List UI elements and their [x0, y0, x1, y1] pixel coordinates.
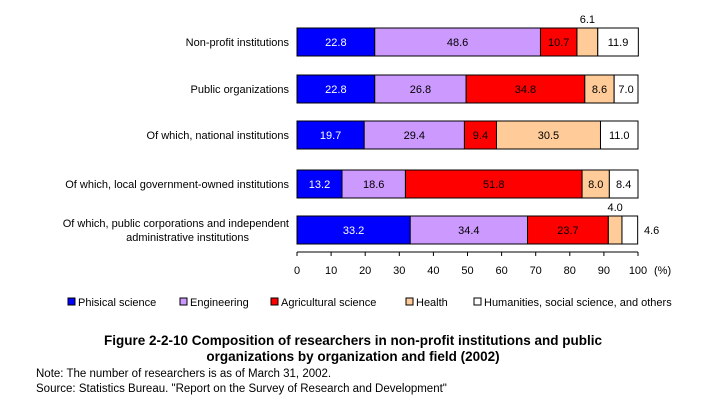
legend-swatch	[270, 297, 279, 306]
bar-segment	[341, 169, 406, 199]
x-tick-label: 70	[530, 265, 542, 277]
bar-segment	[463, 120, 497, 150]
bar-segment	[296, 169, 343, 199]
category-label: Of which, national institutions	[147, 130, 290, 142]
legend-label: Health	[416, 297, 448, 309]
x-axis-unit: (%)	[654, 265, 671, 277]
data-label: 18.6	[363, 179, 384, 191]
data-label: 8.6	[592, 84, 607, 96]
data-label: 48.6	[447, 37, 468, 49]
legend-swatch	[405, 297, 414, 306]
x-tick-label: 100	[629, 265, 647, 277]
data-label: 29.4	[404, 130, 425, 142]
data-label: 4.6	[644, 225, 659, 237]
legend-swatch	[67, 297, 76, 306]
legend-label: Humanities, social science, and others	[484, 297, 672, 309]
x-tick-label: 20	[359, 265, 371, 277]
x-tick-label: 90	[598, 265, 610, 277]
data-label: 22.8	[325, 37, 346, 49]
figure-note: Note: The number of researchers is as of…	[36, 368, 332, 380]
legend-label: Agricultural science	[281, 297, 376, 309]
data-label: 33.2	[343, 225, 364, 237]
data-label: 19.7	[320, 130, 341, 142]
category-label: Of which, local government-owned institu…	[65, 179, 289, 191]
x-tick-label: 60	[495, 265, 507, 277]
x-tick-label: 50	[461, 265, 473, 277]
bar-segment	[527, 215, 609, 245]
bar-segment	[296, 27, 376, 57]
bar-segment	[374, 74, 467, 104]
category-label: Of which, public corporations and indepe…	[63, 218, 289, 244]
bar-segment	[296, 215, 411, 245]
bar-segment	[296, 120, 365, 150]
data-label: 9.4	[473, 130, 488, 142]
bar-segment	[608, 169, 639, 199]
data-label: 7.0	[618, 84, 633, 96]
bar-segment	[584, 74, 615, 104]
data-label: 4.0	[608, 202, 623, 214]
data-label: 8.0	[588, 179, 603, 191]
x-tick-label: 10	[325, 265, 337, 277]
bar-segment	[576, 27, 599, 57]
bar-segment	[296, 74, 376, 104]
data-label: 30.5	[538, 130, 559, 142]
bar-segment	[404, 169, 583, 199]
data-label: 34.4	[458, 225, 479, 237]
bar-segment	[374, 27, 541, 57]
bar-segment	[599, 120, 639, 150]
x-tick-label: 30	[393, 265, 405, 277]
figure-source: Source: Statistics Bureau. "Report on th…	[36, 383, 447, 395]
data-label: 13.2	[309, 179, 330, 191]
data-label: 8.4	[616, 179, 631, 191]
x-tick-label: 40	[427, 265, 439, 277]
bar-segment	[597, 27, 639, 57]
data-label: 51.8	[483, 179, 504, 191]
category-label: Public organizations	[191, 84, 290, 96]
legend-swatch	[473, 297, 482, 306]
bar-segment	[607, 215, 623, 245]
data-label: 11.9	[608, 37, 629, 49]
data-label: 22.8	[325, 84, 346, 96]
data-label: 23.7	[557, 225, 578, 237]
legend-label: Phisical science	[78, 297, 156, 309]
data-label: 11.0	[609, 130, 630, 142]
x-tick-label: 80	[564, 265, 576, 277]
stacked-bar-chart: Non-profit institutions Public organizati…	[63, 14, 672, 309]
bar-segment	[539, 27, 578, 57]
bar-segment	[465, 74, 586, 104]
x-tick-label: 0	[294, 265, 300, 277]
bar-segment	[613, 74, 639, 104]
category-label: Non-profit institutions	[186, 37, 290, 49]
figure-caption-line-1: Figure 2-2-10 Composition of researchers…	[103, 333, 603, 348]
data-label: 10.7	[548, 37, 569, 49]
bar-segment	[363, 120, 465, 150]
bar-segment	[621, 215, 639, 245]
legend-label: Engineering	[190, 297, 249, 309]
bar-segment	[495, 120, 601, 150]
bar-segment	[581, 169, 610, 199]
data-label: 6.1	[580, 14, 595, 26]
legend-swatch	[179, 297, 188, 306]
data-label: 34.8	[515, 84, 536, 96]
data-label: 26.8	[410, 84, 431, 96]
figure-caption-line-2: organizations by organization and field …	[206, 349, 500, 364]
